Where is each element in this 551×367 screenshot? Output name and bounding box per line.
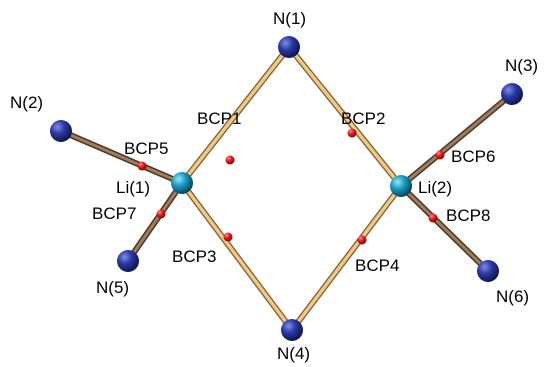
- label-bcp3: BCP3: [172, 247, 216, 266]
- atom-li1: [171, 172, 193, 194]
- bond-li1-n5: [125, 180, 185, 264]
- bond-n1-li2: [286, 44, 404, 189]
- atom-n1: [278, 36, 300, 58]
- atom-n2: [50, 120, 72, 142]
- bcp3-point: [223, 232, 233, 242]
- labels-layer: N(1) N(2) N(3) N(4) N(5) N(6) Li(1) Li(2…: [10, 9, 538, 363]
- bcp4-point: [357, 235, 367, 245]
- label-bcp4: BCP4: [355, 256, 399, 275]
- bonds-layer: [58, 44, 515, 333]
- label-bcp2: BCP2: [341, 109, 385, 128]
- label-li2: Li(2): [418, 178, 452, 197]
- atom-li2: [390, 175, 412, 197]
- label-bcp5: BCP5: [124, 139, 168, 158]
- bcp7-point: [156, 209, 166, 219]
- bcp8-point: [428, 213, 438, 223]
- bcp1-point: [225, 155, 235, 165]
- bcp-layer: [137, 128, 445, 245]
- bond-li2-n6: [398, 183, 491, 274]
- atom-n5: [117, 250, 139, 272]
- label-li1: Li(1): [116, 178, 150, 197]
- bond-li1-n2: [58, 128, 185, 186]
- atom-n6: [477, 260, 499, 282]
- label-bcp1: BCP1: [197, 109, 241, 128]
- bond-li1-n1: [179, 44, 292, 186]
- bcp2-point: [347, 128, 357, 138]
- bcp6-point: [435, 150, 445, 160]
- label-n2: N(2): [10, 93, 43, 112]
- atoms-layer: [50, 36, 523, 341]
- label-n4: N(4): [277, 344, 310, 363]
- bond-li1-n4: [179, 180, 295, 333]
- label-n5: N(5): [96, 278, 129, 297]
- label-bcp6: BCP6: [451, 147, 495, 166]
- label-n6: N(6): [496, 287, 529, 306]
- atom-n4: [281, 319, 303, 341]
- label-bcp7: BCP7: [92, 204, 136, 223]
- atom-n3: [501, 83, 523, 105]
- bcp5-point: [137, 161, 147, 171]
- label-n1: N(1): [273, 9, 306, 28]
- label-bcp8: BCP8: [446, 206, 490, 225]
- label-n3: N(3): [505, 56, 538, 75]
- bond-li2-n3: [398, 91, 515, 189]
- bond-n4-li2: [289, 183, 404, 333]
